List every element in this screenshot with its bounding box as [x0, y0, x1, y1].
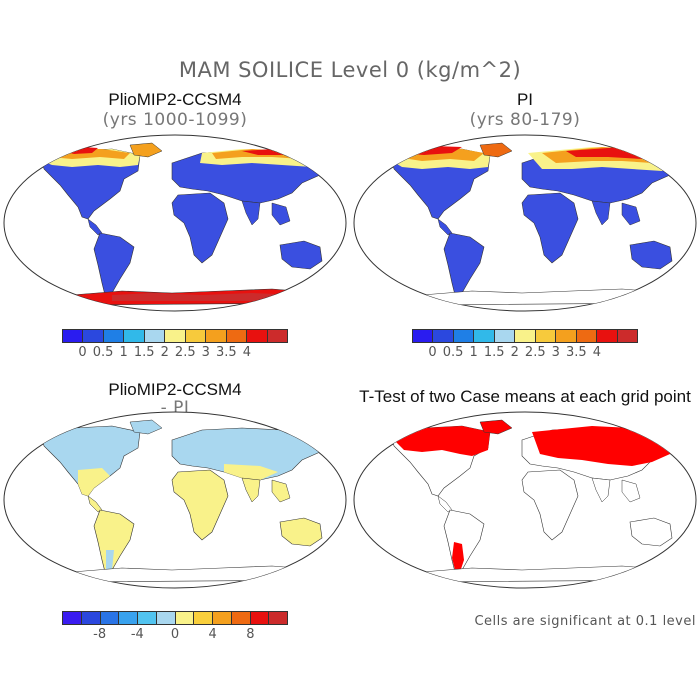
colorbar-tick-label: 1.5: [133, 345, 155, 360]
colorbar-swatch: [119, 612, 138, 624]
colorbar-swatch: [124, 330, 145, 342]
colorbar-tick-label: 2: [510, 345, 519, 360]
colorbar-swatch: [494, 330, 516, 342]
colorbar-tick-label: 2.5: [174, 345, 196, 360]
panel-subtitle-pi: (yrs 80-179): [469, 110, 581, 130]
colorbar-pi-labels: 0 0.5 1 1.5 2 2.5 3 3.5 4: [412, 345, 638, 361]
colorbar-swatch: [156, 612, 176, 624]
colorbar-diff: [62, 611, 288, 625]
colorbar-swatch: [213, 612, 232, 624]
colorbar-tick-label: 1.5: [483, 345, 505, 360]
colorbar-swatch: [433, 330, 454, 342]
main-title: MAM SOILICE Level 0 (kg/m^2): [178, 58, 522, 82]
colorbar-swatch: [206, 330, 227, 342]
panel-title-ttest: T-Test of two Case means at each grid po…: [359, 387, 691, 406]
colorbar-diff-labels: -8 -4 0 4 8: [62, 627, 288, 643]
colorbar-swatch: [103, 330, 125, 342]
colorbar-swatch: [556, 330, 577, 342]
colorbar-tick-label: 8: [246, 627, 255, 642]
colorbar-tick-label: 2: [160, 345, 169, 360]
colorbar-tick-label: 0: [428, 345, 437, 360]
colorbar-swatch: [185, 330, 207, 342]
colorbar-tick-label: 3: [201, 345, 210, 360]
colorbar-tick-label: 1: [469, 345, 478, 360]
panel-title-diff: PlioMIP2-CCSM4: [108, 380, 242, 399]
colorbar-swatch: [267, 330, 287, 342]
colorbar-swatch: [144, 330, 166, 342]
colorbar-tick-label: 4: [208, 627, 217, 642]
colorbar-swatch: [250, 612, 270, 624]
colorbar-swatch: [269, 612, 287, 624]
colorbar-swatch: [576, 330, 598, 342]
colorbar-tick-label: 4: [242, 345, 252, 360]
colorbar-swatch: [175, 612, 195, 624]
colorbar-tick-label: 4: [592, 345, 602, 360]
colorbar-swatch: [413, 330, 434, 342]
map-plio: [3, 134, 347, 312]
colorbar-swatch: [597, 330, 618, 342]
colorbar-swatch: [226, 330, 248, 342]
panel-title-pi: PI: [516, 90, 534, 109]
colorbar-swatch: [138, 612, 157, 624]
colorbar-pi: [412, 329, 638, 343]
colorbar-swatch: [247, 330, 268, 342]
colorbar-tick-label: 2.5: [524, 345, 546, 360]
colorbar-tick-label: 0: [170, 627, 180, 642]
colorbar-swatch: [100, 612, 120, 624]
colorbar-tick-label: 0.5: [442, 345, 464, 360]
colorbar-tick-label: 0.5: [92, 345, 114, 360]
panel-subtitle-plio: (yrs 1000-1099): [102, 110, 248, 130]
colorbar-tick-label: 3.5: [566, 345, 587, 360]
colorbar-tick-label: 0: [78, 345, 87, 360]
colorbar-swatch: [63, 612, 82, 624]
colorbar-tick-label: -4: [130, 627, 144, 642]
map-pi: [353, 134, 697, 312]
colorbar-swatch: [474, 330, 495, 342]
colorbar-tick-label: 3: [551, 345, 560, 360]
colorbar-swatch: [535, 330, 557, 342]
colorbar-swatch: [81, 612, 101, 624]
colorbar-swatch: [165, 330, 186, 342]
colorbar-swatch: [453, 330, 475, 342]
colorbar-tick-label: 1: [119, 345, 128, 360]
colorbar-tick-label: 3.5: [216, 345, 237, 360]
colorbar-plio-labels: 0 0.5 1 1.5 2 2.5 3 3.5 4: [62, 345, 288, 361]
colorbar-swatch: [83, 330, 104, 342]
colorbar-swatch: [231, 612, 251, 624]
colorbar-swatch: [617, 330, 637, 342]
significance-note: Cells are significant at 0.1 level: [474, 614, 696, 629]
map-diff: [3, 411, 347, 589]
colorbar-swatch: [63, 330, 84, 342]
panel-title-plio: PlioMIP2-CCSM4: [108, 90, 242, 109]
map-ttest: [353, 411, 697, 589]
colorbar-swatch: [515, 330, 536, 342]
colorbar-tick-label: -8: [93, 627, 107, 642]
colorbar-plio: [62, 329, 288, 343]
colorbar-swatch: [194, 612, 213, 624]
